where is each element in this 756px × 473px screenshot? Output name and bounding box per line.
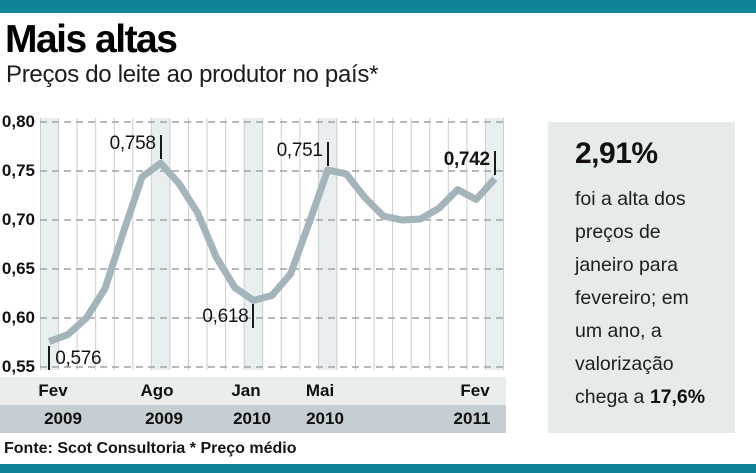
page-title: Mais altas (5, 18, 178, 61)
x-month-label: Fev (38, 381, 68, 400)
x-axis-month-row: Fev Ago Jan Mai Fev (0, 377, 506, 405)
y-tick-label: 0,70 (1, 210, 35, 229)
annotation-tick-mark (252, 304, 255, 329)
x-year-label: 2009 (44, 409, 82, 428)
annotation-tick-mark (326, 142, 329, 167)
highlight-band (151, 118, 170, 370)
sidebar-body-text: foi a alta dos preços de janeiro para fe… (575, 183, 719, 414)
price-line-series (48, 159, 498, 345)
sidebar-body-bold-value: 17,6% (649, 386, 706, 408)
data-point-label: 0,618 (202, 306, 249, 328)
line-chart-plot-area (39, 118, 504, 370)
x-axis-year-row: 2009 2009 2010 2010 2011 (0, 405, 506, 433)
data-point-label: 0,576 (55, 347, 102, 369)
chart-subtitle: Preços do leite ao produtor no país* (6, 61, 379, 88)
highlight-band (244, 118, 263, 370)
y-tick-label: 0,80 (1, 112, 35, 131)
highlight-band (40, 118, 59, 370)
bottom-accent-bar (0, 464, 756, 473)
x-month-label: Fev (460, 381, 490, 400)
y-tick-label: 0,55 (1, 357, 35, 376)
sidebar-headline-percentage: 2,91% (575, 137, 658, 170)
highlight-sidebar: 2,91% foi a alta dos preços de janeiro p… (548, 122, 735, 433)
data-point-label: 0,751 (276, 140, 323, 162)
y-tick-label: 0,75 (1, 161, 35, 180)
annotation-tick-mark (159, 135, 162, 160)
chart-svg (39, 118, 504, 370)
x-year-label: 2010 (233, 409, 271, 428)
x-year-label: 2009 (145, 409, 183, 428)
top-accent-bar (0, 0, 756, 13)
data-point-label: 0,742 (443, 148, 490, 170)
annotation-tick-mark (48, 345, 51, 370)
x-year-label: 2011 (453, 409, 491, 428)
sidebar-body-plain: foi a alta dos preços de janeiro para fe… (575, 188, 689, 408)
y-tick-label: 0,65 (1, 259, 35, 278)
data-point-label: 0,758 (109, 133, 156, 155)
x-month-label: Jan (231, 381, 261, 400)
annotation-tick-mark (493, 150, 496, 175)
source-note: Fonte: Scot Consultoria * Preço médio (4, 440, 297, 457)
y-tick-label: 0,60 (1, 308, 35, 327)
x-year-label: 2010 (306, 409, 344, 428)
x-month-label: Ago (140, 381, 174, 400)
x-month-label: Mai (305, 381, 335, 400)
